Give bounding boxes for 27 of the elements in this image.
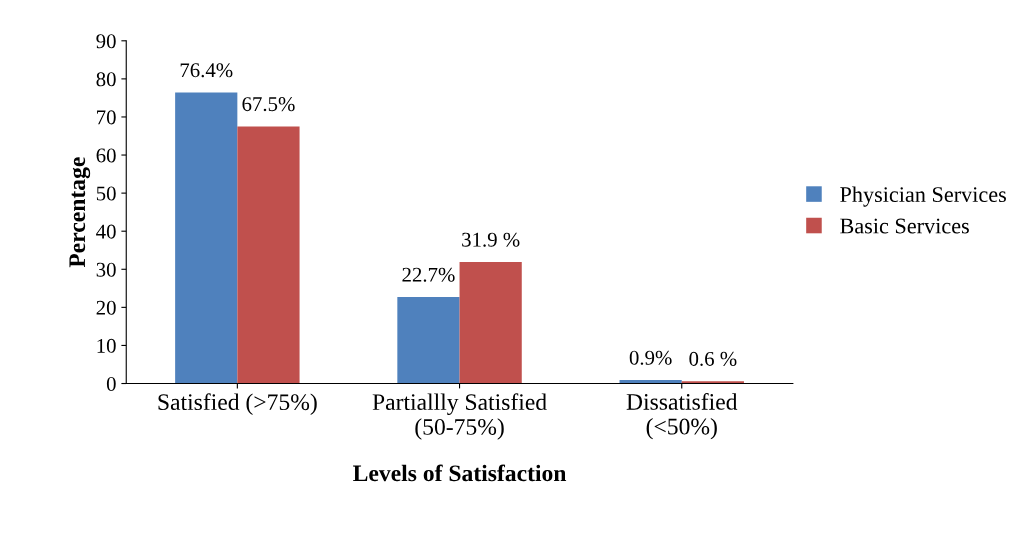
bar: [459, 262, 522, 384]
y-tick-label: 30: [96, 262, 116, 277]
y-tick-label: 50: [96, 186, 116, 201]
y-tick-label: 10: [97, 338, 116, 353]
data-label: 31.9 %: [462, 232, 520, 247]
x-tick-label: Partiallly Satisfied (50-75%): [372, 393, 547, 440]
data-label: 0.6 %: [689, 351, 737, 366]
bar: [175, 92, 238, 384]
y-tick-label: 0: [106, 376, 116, 391]
legend-label: Physician Services: [840, 186, 1006, 207]
y-tick-label: 40: [96, 224, 116, 239]
bar: [397, 297, 460, 384]
data-label: 22.7%: [402, 267, 455, 282]
y-tick-label: 80: [96, 72, 116, 87]
data-label: 76.4%: [180, 63, 233, 78]
y-tick-label: 90: [96, 34, 116, 49]
data-label: 67.5%: [242, 97, 295, 112]
bar: [237, 126, 300, 384]
y-tick-label: 60: [96, 148, 116, 163]
legend-label: Basic Services: [840, 218, 969, 234]
y-tick-label: 70: [97, 110, 116, 125]
x-tick-label: Dissatisfied (<50%): [626, 393, 738, 440]
y-axis-title: Percentage: [69, 157, 91, 268]
y-tick-label: 20: [96, 300, 116, 315]
x-axis-title: Levels of Satisfaction: [353, 464, 567, 482]
x-tick-label: Satisfied (>75%): [158, 393, 317, 415]
data-label: 0.9%: [629, 350, 672, 365]
